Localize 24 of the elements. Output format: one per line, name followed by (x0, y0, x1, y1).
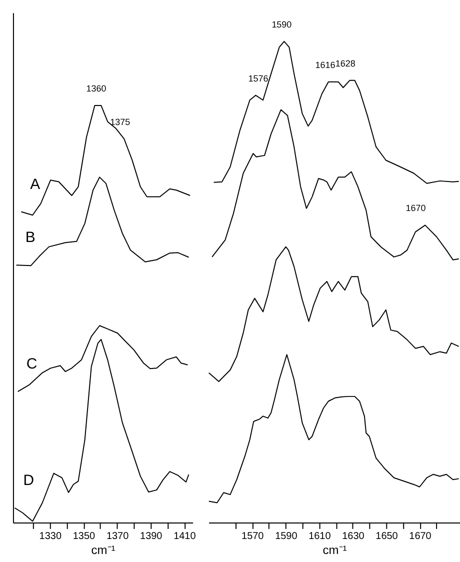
x-axis-title: cm⁻¹ (91, 542, 116, 557)
series-label: B (25, 229, 36, 246)
x-axis-title: cm⁻¹ (322, 542, 347, 557)
x-tick-label: 1570 (242, 530, 264, 542)
x-tick-label: 1670 (409, 530, 432, 542)
annotation: 1360 (86, 83, 106, 94)
x-tick-label: 1330 (39, 530, 62, 542)
series-label: A (30, 176, 40, 193)
x-tick-label: 1610 (308, 530, 332, 542)
x-tick-label: 1370 (106, 530, 130, 542)
annotation: 1590 (272, 19, 292, 30)
x-tick-label: 1350 (72, 530, 96, 542)
series-label: D (23, 472, 34, 489)
x-tick-label: 1630 (342, 530, 365, 542)
x-tick-label: 1390 (140, 530, 163, 542)
x-tick-label: 1590 (275, 530, 298, 542)
annotation: 1576 (248, 73, 268, 84)
annotation: 1616 (315, 60, 336, 70)
annotation: 1375 (110, 116, 130, 127)
x-tick-label: 1410 (174, 530, 196, 542)
annotation: 1670 (406, 203, 426, 214)
annotation: 1628 (335, 58, 356, 68)
x-tick-label: 1650 (376, 530, 398, 542)
series-label: C (26, 356, 38, 373)
